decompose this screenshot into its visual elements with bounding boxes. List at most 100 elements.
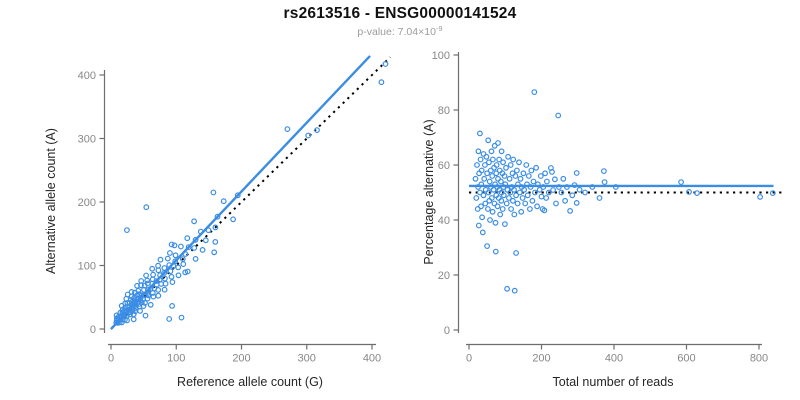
- y-tick-label: 200: [78, 197, 96, 209]
- data-point: [493, 162, 500, 168]
- data-point: [524, 181, 530, 188]
- data-point: [144, 277, 151, 284]
- data-point: [472, 175, 479, 182]
- data-point: [516, 189, 523, 196]
- data-point: [481, 175, 488, 182]
- data-point: [541, 207, 548, 214]
- data-point: [564, 184, 570, 190]
- data-point: [184, 235, 191, 242]
- data-point: [694, 190, 700, 197]
- data-point: [573, 170, 580, 176]
- data-point: [144, 295, 151, 302]
- data-point: [678, 179, 684, 186]
- data-point: [185, 244, 192, 251]
- data-point: [562, 197, 568, 204]
- data-point: [477, 130, 483, 137]
- data-point: [589, 184, 596, 190]
- data-point: [138, 278, 145, 284]
- data-point: [504, 285, 511, 292]
- data-point: [122, 308, 128, 314]
- data-point: [527, 184, 534, 190]
- data-point: [538, 193, 545, 200]
- data-point: [556, 184, 562, 190]
- data-point: [147, 285, 154, 292]
- data-point: [161, 286, 168, 293]
- data-point: [569, 192, 576, 199]
- data-point: [491, 142, 498, 149]
- data-point: [314, 127, 320, 134]
- data-point: [150, 271, 157, 278]
- points-group-left: [113, 61, 389, 326]
- x-axis-title: Total number of reads: [553, 375, 674, 389]
- data-point: [507, 162, 514, 168]
- plot-title: rs2613516 - ENSG00000141524: [283, 5, 517, 22]
- data-point: [155, 287, 162, 293]
- data-point: [143, 272, 150, 279]
- data-point: [172, 258, 179, 265]
- data-point: [486, 159, 492, 166]
- data-point: [123, 227, 130, 234]
- data-point: [137, 308, 144, 314]
- data-point: [505, 153, 512, 160]
- data-point: [477, 156, 484, 163]
- data-point: [576, 186, 583, 193]
- data-point: [168, 273, 175, 280]
- data-point: [284, 126, 291, 133]
- y-tick-label: 20: [438, 270, 450, 282]
- data-point: [138, 292, 145, 299]
- data-point: [143, 204, 150, 211]
- data-point: [571, 182, 578, 189]
- x-tick-label: 300: [298, 353, 316, 365]
- data-point: [511, 287, 518, 294]
- data-point: [528, 167, 535, 174]
- data-point: [169, 279, 176, 286]
- data-point: [179, 256, 186, 263]
- data-point: [488, 148, 495, 155]
- data-point: [516, 159, 522, 166]
- data-point: [510, 197, 516, 204]
- data-point: [155, 267, 162, 274]
- data-point: [500, 159, 507, 166]
- data-point: [507, 189, 514, 196]
- data-point: [134, 282, 141, 289]
- y-tick-label: 0: [90, 324, 96, 336]
- data-point: [167, 268, 174, 275]
- data-point: [513, 250, 519, 256]
- data-point: [488, 195, 495, 201]
- data-point: [142, 312, 149, 319]
- data-point: [178, 314, 185, 321]
- y-tick-label: 300: [78, 134, 96, 146]
- data-point: [567, 207, 573, 214]
- data-point: [509, 170, 516, 177]
- data-point: [157, 256, 164, 263]
- data-point: [212, 238, 219, 245]
- data-point: [155, 262, 162, 269]
- data-point: [530, 178, 537, 185]
- panel-right: 0 200 400 600 800 0 20 40 60 80 100 Total number of…: [422, 50, 784, 389]
- data-point: [135, 287, 142, 294]
- data-point: [529, 197, 536, 204]
- data-point: [511, 211, 518, 218]
- x-tick-label: 200: [232, 353, 250, 365]
- data-point: [214, 213, 221, 220]
- data-point: [769, 190, 776, 197]
- pvalue-exponent: -9: [435, 24, 443, 33]
- data-point: [549, 168, 555, 175]
- y-tick-label: 100: [432, 50, 450, 62]
- data-point: [514, 167, 520, 174]
- data-point: [560, 175, 567, 182]
- data-point: [487, 217, 493, 223]
- x-axis-title: Reference allele count (G): [177, 375, 323, 389]
- data-point: [522, 200, 529, 207]
- data-point: [153, 278, 160, 285]
- data-point: [489, 173, 496, 179]
- data-point: [518, 208, 525, 215]
- data-point: [202, 237, 209, 244]
- data-point: [511, 186, 517, 193]
- data-point: [514, 200, 521, 207]
- data-point: [521, 186, 527, 193]
- data-point: [490, 186, 497, 193]
- data-point: [475, 222, 482, 229]
